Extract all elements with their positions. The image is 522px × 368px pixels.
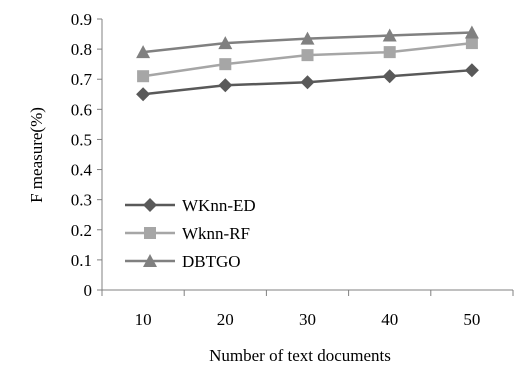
y-tick-label: 0.9	[71, 10, 92, 29]
data-point-wknn-ed	[218, 78, 233, 93]
legend-label: DBTGO	[182, 252, 241, 271]
series-dbtgo	[136, 25, 479, 59]
x-tick-label: 30	[299, 310, 316, 329]
series-wknn-rf	[137, 37, 478, 83]
x-tick-label: 50	[463, 310, 480, 329]
data-point-dbtgo	[136, 45, 151, 59]
data-point-wknn-rf	[301, 49, 314, 62]
legend: WKnn-ED Wknn-RF DBTGO	[125, 196, 256, 271]
legend-label: Wknn-RF	[182, 224, 250, 243]
y-axis-title: F measure(%)	[27, 107, 46, 203]
data-point-wknn-rf	[465, 37, 478, 50]
legend-item-dbtgo: DBTGO	[125, 252, 241, 271]
y-tick-label: 0.3	[71, 191, 92, 210]
x-tick-label: 20	[217, 310, 234, 329]
y-tick-label: 0.5	[71, 130, 92, 149]
data-point-dbtgo	[300, 31, 315, 45]
x-tick-label: 10	[135, 310, 152, 329]
y-axis: 0 0.1 0.2 0.3 0.4 0.5 0.6 0.7 0.8 0.9	[71, 10, 103, 300]
data-point-wknn-ed	[464, 63, 479, 78]
y-tick-label: 0.1	[71, 251, 92, 270]
y-tick-label: 0	[84, 281, 93, 300]
data-point-dbtgo	[464, 25, 479, 39]
legend-swatch-marker	[143, 254, 157, 267]
data-point-wknn-ed	[136, 87, 151, 102]
series-layer	[136, 25, 479, 102]
legend-item-wknn-rf: Wknn-RF	[125, 224, 250, 243]
x-axis-title: Number of text documents	[209, 346, 391, 365]
y-tick-label: 0.8	[71, 40, 92, 59]
y-tick-label: 0.4	[71, 161, 93, 180]
x-tick-label: 40	[381, 310, 398, 329]
data-point-wknn-rf	[383, 46, 396, 59]
legend-label: WKnn-ED	[182, 196, 256, 215]
legend-swatch-marker	[143, 198, 157, 212]
x-axis: 10 20 30 40 50	[101, 289, 514, 329]
series-wknn-ed	[136, 63, 479, 102]
data-point-wknn-rf	[219, 58, 232, 71]
legend-item-wknn-ed: WKnn-ED	[125, 196, 256, 215]
y-tick-label: 0.2	[71, 221, 92, 240]
data-point-dbtgo	[218, 36, 233, 50]
data-point-wknn-rf	[137, 70, 150, 83]
data-point-wknn-ed	[300, 75, 315, 90]
data-point-dbtgo	[382, 28, 397, 42]
legend-swatch-marker	[144, 227, 156, 239]
data-point-wknn-ed	[382, 69, 397, 84]
y-tick-label: 0.6	[71, 100, 92, 119]
y-tick-label: 0.7	[71, 70, 93, 89]
